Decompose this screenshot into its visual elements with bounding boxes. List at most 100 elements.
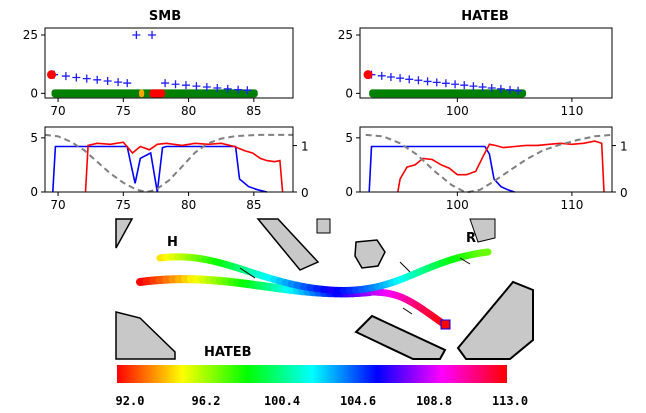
plus-marker	[171, 80, 180, 89]
plus-marker	[223, 84, 232, 93]
axes-frame	[359, 126, 613, 193]
plus-marker	[414, 76, 423, 85]
y2-tick-label: 0	[620, 186, 628, 200]
plus-marker	[506, 85, 515, 94]
plus-marker	[93, 75, 102, 84]
plus-marker	[61, 72, 70, 81]
x-tick-label: 75	[116, 198, 131, 212]
map-obstacle	[456, 280, 534, 360]
map-obstacle	[256, 218, 320, 271]
plus-marker	[82, 74, 91, 83]
colorbar	[117, 365, 507, 383]
y-tick-label: 5	[345, 131, 353, 145]
y-tick-label: 5	[30, 131, 38, 145]
y2-tick-label: 1	[301, 140, 309, 154]
x-tick-label: 70	[50, 198, 65, 212]
plus-marker	[514, 86, 523, 95]
plus-marker	[161, 79, 170, 88]
axes-frame	[44, 126, 294, 193]
plus-marker	[451, 80, 460, 89]
plus-marker	[213, 83, 222, 92]
map-obstacle	[354, 239, 386, 269]
x-tick-label: 110	[560, 104, 583, 118]
y2-tick-label: 1	[620, 140, 628, 154]
x-tick-label: 85	[246, 104, 261, 118]
trajectory-map: H R HATEB	[115, 218, 534, 360]
reference-curve	[44, 133, 293, 194]
series-line	[84, 141, 284, 193]
y-tick-label: 0	[30, 86, 38, 100]
y-tick-label: 0	[345, 86, 353, 100]
heading-tick	[402, 307, 413, 315]
colorbar-tick-label: 96.2	[192, 394, 221, 408]
x-tick-label: 85	[246, 198, 261, 212]
plus-marker	[487, 83, 496, 92]
colorbar-tick-label: 113.0	[492, 394, 528, 408]
smb-title: SMB	[149, 9, 181, 24]
plus-marker	[469, 82, 478, 91]
plus-marker	[72, 73, 81, 82]
robot-label: R	[466, 231, 476, 246]
plus-marker	[441, 79, 450, 88]
series-line	[52, 145, 268, 193]
plus-marker	[386, 73, 395, 81]
plus-marker	[423, 77, 432, 86]
dot-marker	[47, 70, 57, 80]
timeline-bar	[369, 89, 527, 98]
colorbar-tick-label: 108.8	[416, 394, 452, 408]
x-tick-label: 110	[560, 198, 583, 212]
y-tick-label: 25	[338, 28, 353, 42]
heading-tick	[459, 257, 471, 265]
plus-marker	[432, 78, 441, 87]
plus-marker	[405, 75, 414, 84]
human-label: H	[167, 235, 178, 250]
timeline-bar	[138, 89, 145, 98]
chart-panel: 100 110 0 25	[338, 27, 613, 118]
x-tick-label: 75	[116, 104, 131, 118]
map-obstacle	[115, 218, 134, 249]
plus-marker	[396, 74, 405, 83]
plus-marker	[123, 79, 132, 88]
plus-marker	[478, 83, 487, 92]
robot-path-segment	[477, 248, 492, 257]
series-line	[368, 145, 515, 193]
hateb-title: HATEB	[461, 9, 509, 24]
dot-marker	[363, 70, 373, 80]
plus-marker	[114, 78, 123, 87]
map-obstacle	[316, 218, 331, 234]
y-tick-label: 0	[345, 185, 353, 199]
plus-marker	[377, 71, 386, 80]
chart-panel: 100 110 0 5 0 1	[345, 126, 628, 212]
chart-panel: 70 75 80 85 0 25	[23, 27, 294, 118]
map-obstacle	[354, 314, 447, 360]
plus-marker	[192, 82, 201, 91]
plus-marker	[148, 31, 157, 39]
map-title: HATEB	[204, 345, 252, 360]
map-obstacle	[469, 218, 496, 243]
colorbar-tick-label: 104.6	[340, 394, 376, 408]
x-tick-label: 100	[446, 104, 469, 118]
plus-marker	[202, 83, 211, 92]
heading-tick	[239, 267, 256, 279]
series-line	[397, 140, 605, 193]
plus-marker	[496, 84, 505, 93]
plus-marker	[243, 86, 252, 95]
colorbar-tick-label: 92.0	[116, 394, 145, 408]
y-tick-label: 0	[30, 185, 38, 199]
plus-marker	[234, 85, 243, 94]
plus-marker	[132, 31, 141, 39]
timeline-bar	[149, 89, 166, 98]
plus-marker	[103, 76, 112, 85]
reference-curve	[365, 133, 613, 194]
goal-marker	[440, 319, 451, 330]
plus-marker	[460, 81, 469, 90]
x-tick-label: 100	[446, 198, 469, 212]
x-tick-label: 80	[181, 198, 196, 212]
axes-frame	[359, 27, 613, 99]
chart-panel: 70 75 80 85 0 5 0 1	[30, 126, 309, 212]
y2-tick-label: 0	[301, 186, 309, 200]
heading-tick	[399, 261, 411, 273]
y-tick-label: 25	[23, 28, 38, 42]
x-tick-label: 80	[181, 104, 196, 118]
